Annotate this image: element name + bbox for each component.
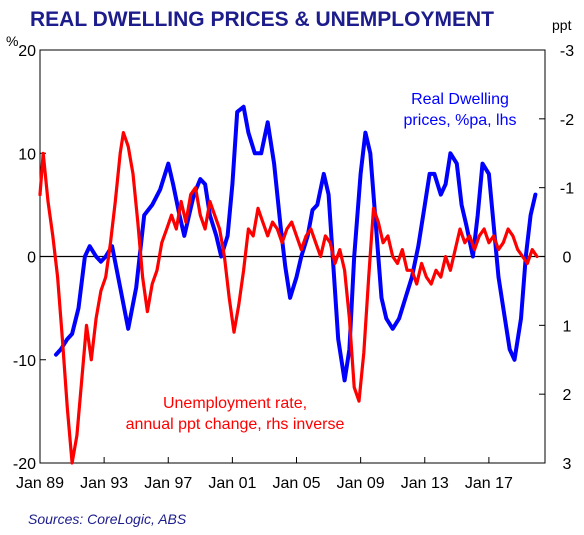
y-left-tick-label: -10 [13, 353, 36, 370]
y-left-tick-label: 10 [18, 146, 36, 163]
y-right-tick-label: -2 [560, 112, 574, 129]
x-tick-label: Jan 01 [208, 475, 256, 492]
source-note: Sources: CoreLogic, ABS [28, 511, 187, 527]
x-tick-label: Jan 17 [465, 475, 513, 492]
y-left-tick-label: -20 [13, 456, 36, 473]
left-axis-unit: % [6, 33, 18, 49]
y-left-tick-label: 20 [18, 43, 36, 60]
unemployment-annotation-line: Unemployment rate, [163, 395, 307, 412]
y-right-tick-label: -3 [560, 43, 574, 60]
x-tick-label: Jan 09 [337, 475, 385, 492]
y-right-tick-label: 1 [563, 318, 572, 335]
chart-title: REAL DWELLING PRICES & UNEMPLOYMENT [30, 8, 494, 31]
y-right-tick-label: 0 [563, 250, 572, 267]
y-left-tick-label: 0 [27, 250, 36, 267]
x-tick-label: Jan 93 [80, 475, 128, 492]
x-tick-label: Jan 97 [144, 475, 192, 492]
x-tick-label: Jan 05 [272, 475, 320, 492]
y-right-tick-label: 2 [563, 387, 572, 404]
dwelling-annotation-line: Real Dwelling [411, 91, 509, 108]
y-right-tick-label: -1 [560, 181, 574, 198]
unemployment-series-line [38, 131, 539, 465]
unemployment-annotation-line: annual ppt change, rhs inverse [126, 416, 345, 433]
dwelling-annotation-line: prices, %pa, lhs [404, 112, 517, 129]
x-tick-label: Jan 89 [16, 475, 64, 492]
y-right-tick-label: 3 [563, 456, 572, 473]
x-tick-label: Jan 13 [401, 475, 449, 492]
right-axis-unit: ppt [552, 17, 572, 33]
